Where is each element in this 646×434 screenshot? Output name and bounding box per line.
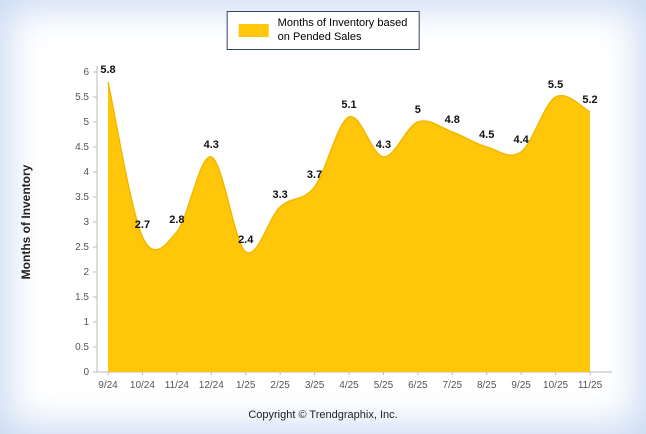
data-label: 5.8 [100,64,115,76]
copyright-text: Copyright © Trendgraphix, Inc. [248,409,398,421]
data-label: 4.5 [479,129,494,141]
data-label: 2.8 [169,214,184,226]
legend-label-line2: on Pended Sales [277,31,362,44]
x-tick-label: 5/25 [374,380,394,391]
legend: Months of Inventory based on Pended Sale… [226,11,420,50]
y-tick-label: 5.5 [75,92,89,103]
area-fill [108,82,590,372]
data-label: 4.3 [376,139,391,151]
x-tick-label: 2/25 [270,380,290,391]
y-axis-title: Months of Inventory [19,164,33,280]
y-tick-label: 4.5 [75,142,89,153]
y-tick-label: 6 [83,67,89,78]
data-label: 4.3 [204,139,219,151]
x-tick-label: 6/25 [408,380,428,391]
data-label: 5.5 [548,79,563,91]
x-tick-label: 1/25 [236,380,256,391]
area-outline [107,81,591,254]
data-label: 3.7 [307,169,322,181]
data-label: 2.7 [135,219,150,231]
x-tick-label: 10/25 [543,380,568,391]
x-tick-label: 4/25 [339,380,359,391]
data-label: 4.4 [513,134,529,146]
x-tick-label: 10/24 [130,380,155,391]
data-label: 5 [415,104,421,116]
y-tick-label: 4 [83,167,89,178]
legend-label: Months of Inventory based on Pended Sale… [278,16,408,45]
y-tick-label: 0 [83,367,89,378]
x-tick-label: 3/25 [305,380,325,391]
y-tick-label: 5 [83,117,89,128]
y-tick-label: 1 [83,317,89,328]
data-label: 2.4 [238,234,254,246]
y-tick-label: 2.5 [75,242,89,253]
x-tick-label: 11/24 [165,380,190,391]
x-tick-label: 7/25 [443,380,463,391]
x-tick-label: 9/24 [98,380,118,391]
data-label: 3.3 [272,189,287,201]
x-tick-label: 11/25 [578,380,603,391]
y-tick-label: 3 [83,217,89,228]
legend-label-line1: Months of Inventory based [277,17,408,29]
data-label: 5.2 [582,94,597,106]
x-tick-label: 9/25 [511,380,531,391]
legend-swatch-icon [238,23,269,37]
data-label: 5.1 [341,99,356,111]
y-tick-label: 3.5 [75,192,89,203]
y-tick-label: 1.5 [75,292,89,303]
data-label: 4.8 [445,114,460,126]
y-tick-label: 0.5 [75,342,89,353]
x-tick-label: 12/24 [199,380,224,391]
y-tick-label: 2 [83,267,89,278]
x-tick-label: 8/25 [477,380,497,391]
